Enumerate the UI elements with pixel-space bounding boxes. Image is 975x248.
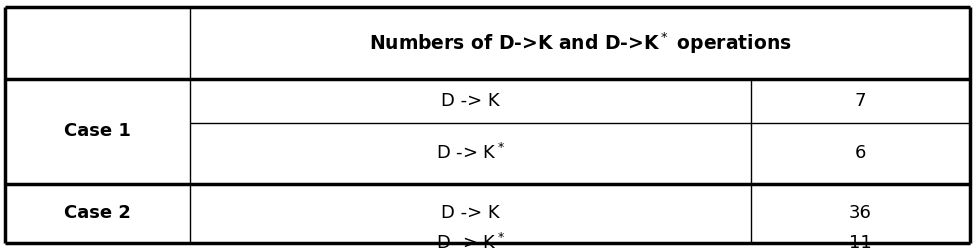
Text: 7: 7 (855, 92, 866, 110)
Text: Case 2: Case 2 (64, 204, 131, 222)
Text: 36: 36 (849, 204, 872, 222)
Text: D -> K$^*$: D -> K$^*$ (436, 143, 505, 163)
Text: D -> K: D -> K (441, 92, 500, 110)
Text: D -> K: D -> K (441, 204, 500, 222)
Text: 11: 11 (849, 234, 872, 248)
Text: 6: 6 (855, 144, 866, 162)
Text: Numbers of D->K and D->K$^*$ operations: Numbers of D->K and D->K$^*$ operations (369, 31, 792, 56)
Text: D -> K$^*$: D -> K$^*$ (436, 233, 505, 248)
Text: Case 1: Case 1 (64, 123, 131, 140)
